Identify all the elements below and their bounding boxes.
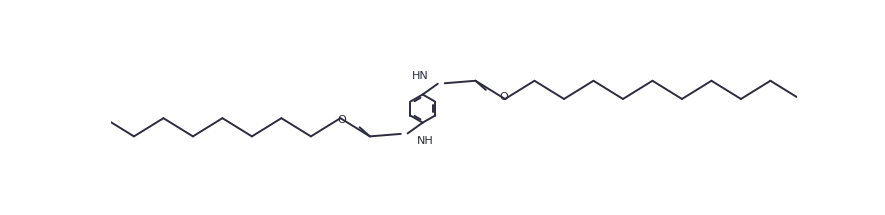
Text: O: O <box>337 115 346 125</box>
Text: NH: NH <box>417 136 434 146</box>
Text: O: O <box>499 92 508 102</box>
Text: HN: HN <box>412 71 429 81</box>
